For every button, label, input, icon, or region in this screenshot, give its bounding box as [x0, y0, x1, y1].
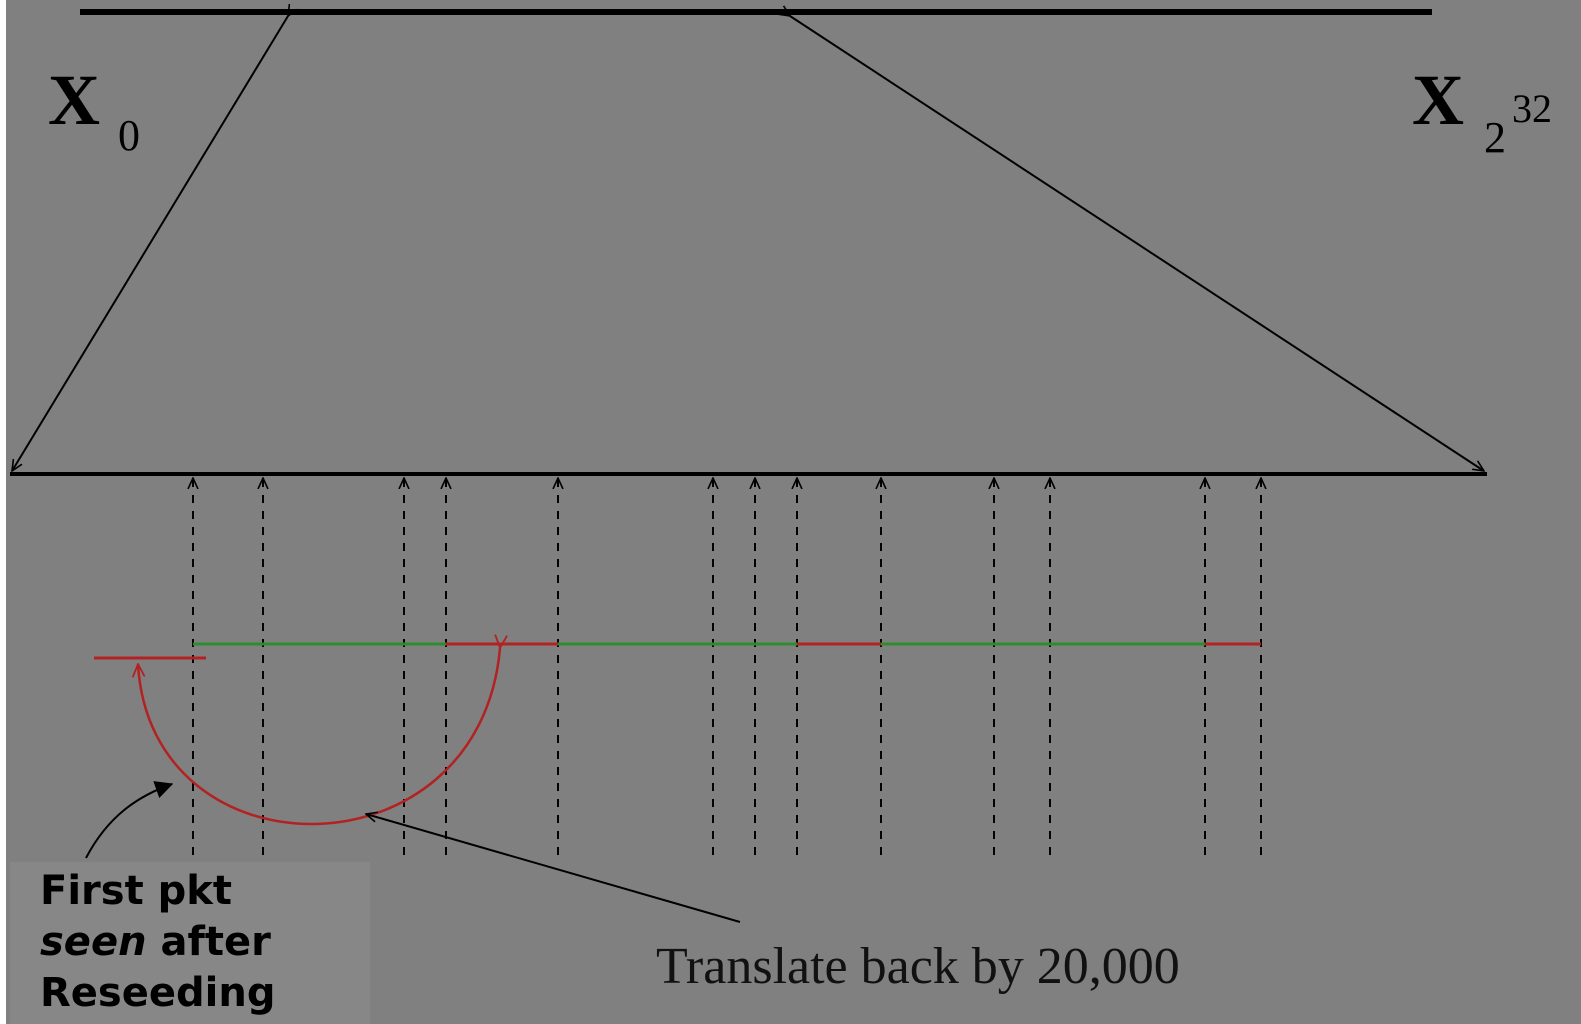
first-pkt-label: First pkt [40, 868, 232, 914]
left-margin-strip [0, 0, 6, 1024]
first-pkt-line3: Reseeding [40, 970, 275, 1016]
first-pkt-pointer-arrow [85, 781, 174, 859]
translate-label: Translate back by 20,000 [656, 938, 1180, 995]
x-2-32-label: X 232 [1412, 60, 1552, 162]
caption-panel [10, 862, 370, 1024]
first-pkt-line2: seen after [40, 919, 271, 965]
translate-pointer-arrow [366, 814, 741, 923]
left-mapping-arrow [12, 16, 288, 471]
translate-arc [138, 648, 500, 826]
right-mapping-arrow [790, 16, 1484, 471]
